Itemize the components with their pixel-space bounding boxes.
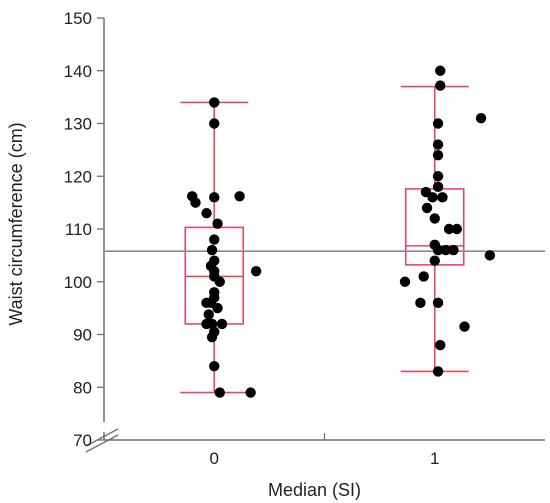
data-point [451,223,462,235]
data-point [209,97,220,108]
y-tick-label-120: 120 [64,167,92,186]
data-point [437,192,448,203]
x-axis-title: Median (SI) [268,480,361,500]
axis-break-mark [85,428,119,447]
data-point [432,181,444,192]
data-points [187,65,496,398]
data-point [459,321,470,332]
data-point [432,139,444,150]
data-point [443,223,455,235]
data-point [418,271,429,282]
box-plot-boxes [180,85,469,394]
y-tick-label-150: 150 [64,9,92,28]
data-point [206,244,218,256]
data-point [484,250,496,261]
data-point [432,297,444,309]
y-axis-ticks: 70 80 90 100 110 120 130 140 150 [64,9,104,450]
data-point [475,113,487,124]
data-point [214,276,225,287]
y-tick-label-110: 110 [65,220,92,239]
data-point [432,366,444,377]
data-point [190,197,201,208]
data-point [421,202,433,214]
data-point [201,207,212,219]
plot-frame [85,18,545,453]
y-tick-label-90: 90 [73,326,92,345]
data-point [448,244,459,256]
y-tick-label-70: 70 [73,431,92,450]
data-point [212,218,223,229]
data-point [245,387,256,398]
axis-break-mark [85,434,119,453]
y-tick-label-130: 130 [64,115,92,134]
x-tick-label-0: 0 [210,449,219,468]
data-point [203,309,214,320]
data-point [429,255,440,266]
data-point [206,318,218,330]
data-point [435,339,446,351]
data-point [234,191,245,202]
data-point [212,302,223,314]
x-tick-label-1: 1 [430,449,439,468]
y-tick-label-140: 140 [64,62,92,81]
data-point [435,80,446,91]
y-tick-label-100: 100 [64,273,92,292]
data-point [209,360,220,372]
data-point [432,118,444,129]
data-point [432,171,444,182]
data-point [432,244,444,256]
data-point [427,192,438,203]
data-point [206,331,218,343]
data-point [399,276,411,287]
data-point [435,65,446,76]
data-point [214,387,225,398]
data-point [429,213,440,224]
data-point [216,318,228,330]
data-point [440,244,451,256]
y-tick-label-80: 80 [73,378,92,397]
data-point [209,118,220,129]
data-point [209,234,220,245]
data-point [250,266,262,277]
y-axis-title: Waist circumference (cm) [6,122,26,325]
data-point [209,192,220,203]
data-point [415,297,426,309]
data-point [432,149,444,161]
